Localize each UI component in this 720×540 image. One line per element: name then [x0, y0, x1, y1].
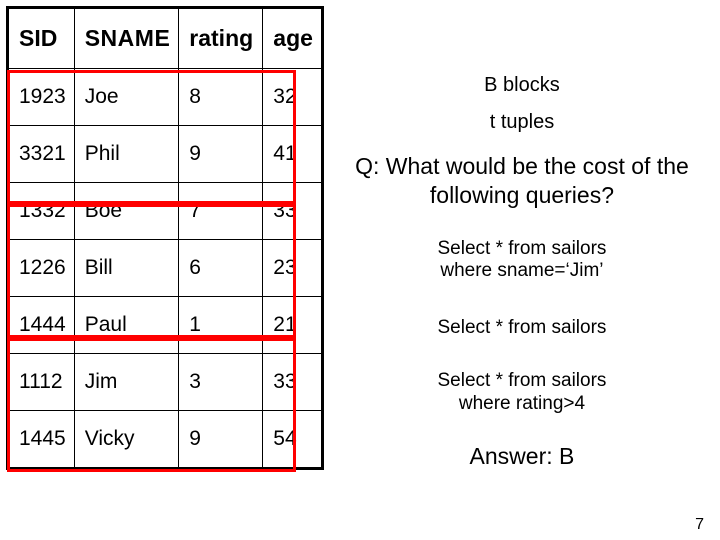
table-body: 1923 Joe 8 32 3321 Phil 9 41 1332 Boe 7 … [8, 69, 323, 469]
cell-sname: Paul [75, 297, 179, 353]
cell-age: 54 [263, 411, 321, 467]
cell-age: 33 [263, 183, 321, 239]
cell-sid: 1226 [9, 240, 74, 296]
table-row: 1332 Boe 7 33 [8, 183, 323, 240]
cell-sid: 1444 [9, 297, 74, 353]
col-header-age: age [263, 9, 321, 68]
cell-sid: 3321 [9, 126, 74, 182]
sql-query-3: Select * from sailors where rating>4 [330, 370, 714, 416]
cell-sid: 1445 [9, 411, 74, 467]
cell-rating: 8 [179, 69, 262, 125]
table-row: 1445 Vicky 9 54 [8, 411, 323, 469]
question-text: Q: What would be the cost of the followi… [330, 152, 714, 210]
cell-age: 41 [263, 126, 321, 182]
sailors-table: SID SNAME rating age 1923 Joe 8 32 3321 … [6, 6, 324, 470]
table-row: 1923 Joe 8 32 [8, 69, 323, 126]
cell-sname: Vicky [75, 411, 179, 467]
sql-line: Select * from sailors [437, 238, 606, 259]
sql-line: Select * from sailors [437, 370, 606, 391]
cell-rating: 1 [179, 297, 262, 353]
cell-sname: Boe [75, 183, 179, 239]
cell-rating: 6 [179, 240, 262, 296]
cell-sname: Phil [75, 126, 179, 182]
cell-sname: Joe [75, 69, 179, 125]
cell-age: 21 [263, 297, 321, 353]
page-number: 7 [695, 516, 704, 534]
cell-rating: 3 [179, 354, 262, 410]
col-header-sname: SNAME [75, 9, 179, 68]
table-row: 1226 Bill 6 23 [8, 240, 323, 297]
cell-sid: 1112 [9, 354, 74, 410]
sql-query-2: Select * from sailors [330, 317, 714, 340]
cell-age: 23 [263, 240, 321, 296]
cell-rating: 9 [179, 411, 262, 467]
sql-line: where rating>4 [459, 393, 585, 414]
b-blocks-label: B blocks [330, 74, 714, 97]
table-row: 1444 Paul 1 21 [8, 297, 323, 354]
cell-age: 33 [263, 354, 321, 410]
sql-line: where sname=‘Jim’ [440, 260, 603, 281]
answer-text: Answer: B [330, 443, 714, 470]
col-header-rating: rating [179, 9, 262, 68]
cell-sid: 1332 [9, 183, 74, 239]
cell-rating: 9 [179, 126, 262, 182]
cell-age: 32 [263, 69, 321, 125]
table-row: 3321 Phil 9 41 [8, 126, 323, 183]
sailors-table-region: SID SNAME rating age 1923 Joe 8 32 3321 … [0, 0, 330, 540]
table-row: 1112 Jim 3 33 [8, 354, 323, 411]
header-row: SID SNAME rating age [8, 8, 323, 69]
cell-rating: 7 [179, 183, 262, 239]
cell-sname: Bill [75, 240, 179, 296]
sql-query-1: Select * from sailors where sname=‘Jim’ [330, 238, 714, 284]
cell-sname: Jim [75, 354, 179, 410]
cell-sid: 1923 [9, 69, 74, 125]
col-header-sid: SID [9, 9, 74, 68]
t-tuples-label: t tuples [330, 111, 714, 134]
explanation-region: B blocks t tuples Q: What would be the c… [330, 0, 720, 540]
